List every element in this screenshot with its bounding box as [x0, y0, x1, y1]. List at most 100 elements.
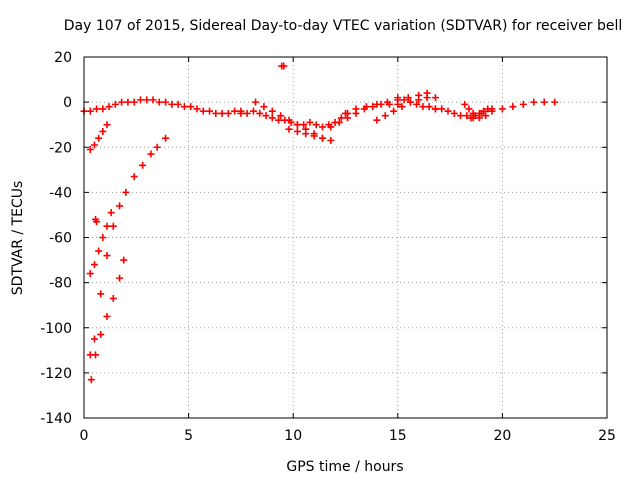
data-point: [143, 96, 151, 104]
data-point: [99, 127, 107, 135]
data-point: [116, 274, 124, 282]
data-point: [93, 218, 101, 226]
data-point: [105, 103, 113, 111]
data-point: [99, 105, 107, 113]
data-point: [337, 114, 345, 122]
data-point: [86, 146, 94, 154]
data-point: [540, 98, 548, 106]
data-point: [168, 100, 176, 108]
data-point: [147, 150, 155, 158]
data-point: [212, 109, 220, 117]
data-point: [467, 114, 475, 122]
x-tick-label: 25: [598, 428, 616, 444]
data-point: [327, 123, 335, 131]
y-tick-label: -120: [40, 366, 72, 382]
data-point: [431, 105, 439, 113]
data-point: [193, 105, 201, 113]
data-point: [404, 94, 412, 102]
data-point: [342, 109, 349, 117]
data-point: [285, 116, 293, 124]
ticks-layer: 0 5 10 15 20 25 20 0 -20 -40 -60 -80 -100 -120 -140: [40, 50, 616, 444]
data-point: [318, 123, 326, 131]
data-point: [231, 107, 239, 115]
data-point: [394, 94, 402, 102]
data-point: [400, 96, 408, 104]
y-tick-label: -80: [49, 276, 72, 292]
data-point: [249, 107, 257, 115]
data-marks: [80, 62, 559, 384]
data-point: [120, 256, 128, 264]
data-point: [103, 252, 111, 260]
data-point: [344, 114, 352, 122]
data-point: [277, 112, 285, 120]
data-point: [498, 105, 506, 113]
series-rise-12-16: [342, 89, 431, 117]
data-point: [149, 96, 157, 104]
data-point: [293, 127, 301, 135]
data-point: [551, 98, 559, 106]
data-point: [463, 112, 471, 120]
data-point: [92, 351, 100, 359]
x-tick-label: 15: [389, 428, 407, 444]
data-point: [390, 107, 398, 115]
data-point: [87, 376, 95, 384]
series-recovery-120: [87, 256, 128, 384]
data-point: [268, 107, 276, 115]
data-point: [369, 103, 377, 111]
data-point: [136, 96, 144, 104]
data-point: [398, 103, 406, 111]
data-point: [381, 112, 389, 120]
data-point: [122, 188, 130, 196]
data-point: [130, 98, 138, 106]
data-point: [109, 294, 117, 302]
data-point: [457, 112, 465, 120]
data-point: [162, 98, 170, 106]
data-point: [90, 141, 98, 149]
x-axis-label: GPS time / hours: [286, 459, 403, 475]
series-baseline-early: [80, 96, 245, 117]
x-tick-label: 0: [80, 428, 89, 444]
data-point: [352, 105, 360, 113]
data-point: [530, 98, 538, 106]
data-point: [260, 103, 268, 111]
data-point: [423, 94, 431, 102]
data-point: [93, 105, 101, 113]
data-point: [103, 121, 111, 129]
data-point: [519, 100, 527, 108]
x-tick-label: 20: [493, 428, 511, 444]
y-tick-label: -20: [49, 140, 72, 156]
data-point: [431, 94, 439, 102]
data-point: [415, 96, 423, 104]
data-point: [218, 109, 226, 117]
data-point: [206, 107, 214, 115]
data-point: [419, 103, 427, 111]
series-arc-low-10: [285, 125, 335, 144]
grid-layer: [84, 57, 607, 418]
data-point: [139, 161, 147, 169]
data-point: [130, 173, 138, 181]
y-axis-label: SDTVAR / TECUs: [10, 181, 26, 296]
data-point: [90, 335, 98, 343]
data-point: [482, 112, 490, 120]
data-point: [312, 121, 320, 129]
data-point: [469, 109, 477, 117]
data-point: [373, 100, 381, 108]
data-point: [97, 331, 105, 339]
series-tail-19-23: [477, 98, 559, 117]
data-point: [155, 98, 163, 106]
data-point: [383, 98, 391, 106]
data-point: [465, 105, 473, 113]
data-point: [275, 116, 283, 124]
data-point: [256, 109, 264, 117]
data-point: [488, 107, 496, 115]
data-point: [406, 98, 414, 106]
x-tick-label: 10: [284, 428, 302, 444]
data-point: [310, 132, 318, 140]
data-point: [509, 103, 517, 111]
data-point: [373, 116, 381, 124]
data-point: [162, 134, 170, 142]
x-tick-label: 5: [184, 428, 193, 444]
data-point: [327, 136, 335, 144]
data-point: [95, 247, 103, 255]
